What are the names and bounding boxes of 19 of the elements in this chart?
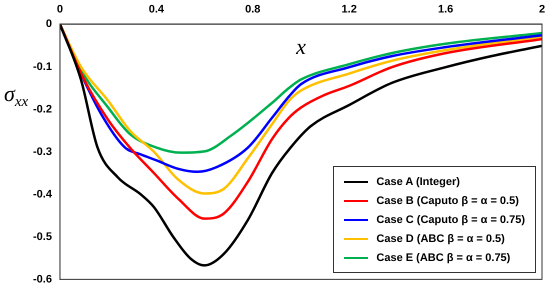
x-axis-title: x bbox=[295, 34, 306, 60]
legend-label: Case E (ABC β = α = 0.75) bbox=[375, 250, 512, 266]
y-tick-label: 0 bbox=[46, 18, 52, 30]
x-tick-label: 1.2 bbox=[342, 4, 357, 16]
x-tick-label: 0 bbox=[56, 4, 64, 16]
y-tick-label: -0.2 bbox=[32, 103, 52, 116]
x-tick-label: 2 bbox=[538, 4, 546, 16]
y-tick-label: -0.3 bbox=[32, 146, 52, 158]
legend-label: Case C (Caputo β = α = 0.75) bbox=[375, 212, 525, 228]
y-tick-label: -0.4 bbox=[32, 188, 53, 200]
legend-label: Case B (Caputo β = α = 0.5) bbox=[375, 194, 520, 209]
x-tick-label: 1.6 bbox=[438, 4, 454, 16]
legend-label: Case A (Integer) bbox=[375, 174, 461, 190]
x-tick-label: 0.4 bbox=[148, 4, 165, 16]
y-tick-label: -0.6 bbox=[32, 273, 52, 286]
y-tick-label: -0.1 bbox=[32, 60, 52, 73]
x-tick-label: 0.8 bbox=[245, 4, 260, 16]
legend-label: Case D (ABC β = α = 0.5) bbox=[375, 232, 506, 247]
y-tick-label: -0.5 bbox=[32, 230, 52, 243]
